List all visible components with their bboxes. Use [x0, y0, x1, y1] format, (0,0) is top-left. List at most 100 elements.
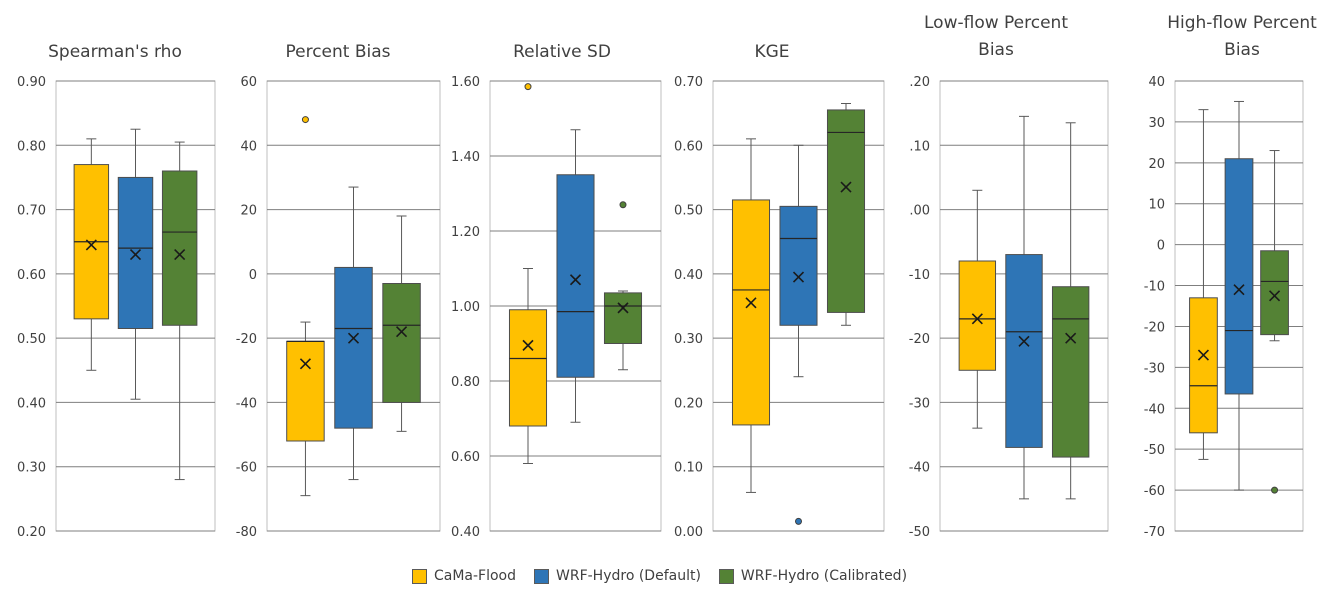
- y-tick-label: 20: [240, 204, 257, 219]
- y-tick-label: 0.40: [674, 268, 703, 283]
- chart-panel-6: High-flow Percent Bias -70 -60 -50 -40 -30 -20 -…: [1144, 13, 1317, 540]
- iqr-box: [1005, 254, 1043, 448]
- box-cama-flood: [73, 138, 110, 371]
- mean-marker: [299, 358, 312, 370]
- iqr-box: [958, 260, 997, 371]
- y-tick-label: -20: [909, 332, 930, 347]
- y-tick-label: -30: [1144, 361, 1165, 376]
- chart-title: High-flow Percent: [1167, 13, 1317, 33]
- legend-item-wrf-hydro-default: WRF-Hydro (Default): [534, 568, 701, 584]
- iqr-box: [731, 199, 771, 426]
- box-cama-flood: [731, 138, 771, 493]
- y-tick-label: 0.30: [17, 461, 46, 476]
- iqr-box: [382, 283, 421, 403]
- box-wrf-hydro-calibrated: [826, 103, 866, 326]
- box-wrf-hydro-default: [556, 129, 595, 423]
- y-tick-label: 0.40: [451, 525, 480, 540]
- y-tick-label: 0: [249, 268, 257, 283]
- mean-marker: [174, 249, 186, 261]
- legend-swatch-wrf-hydro-default: [534, 568, 549, 584]
- y-tick-label: -70: [1144, 525, 1165, 540]
- legend-item-cama-flood: CaMa-Flood: [411, 568, 516, 584]
- mean-marker: [792, 271, 805, 283]
- outlier-point: [619, 201, 627, 209]
- outlier-point: [524, 83, 532, 91]
- iqr-box: [826, 109, 866, 313]
- mean-marker: [347, 332, 360, 344]
- box-wrf-hydro-default: [779, 144, 818, 525]
- y-tick-label: 0.20: [674, 396, 703, 411]
- legend: CaMa-Flood WRF-Hydro (Default) WRF-Hydro…: [0, 568, 1319, 584]
- y-tick-label: -50: [909, 525, 930, 540]
- y-tick-label: -40: [909, 461, 930, 476]
- box-wrf-hydro-default: [117, 128, 154, 400]
- box-wrf-hydro-calibrated: [1051, 122, 1090, 500]
- y-tick-label: 1.00: [451, 300, 480, 315]
- outlier-point: [795, 517, 802, 525]
- legend-label-wrf-hydro-calibrated: WRF-Hydro (Calibrated): [740, 568, 908, 584]
- y-tick-label: -10: [1144, 280, 1165, 295]
- box-cama-flood: [958, 189, 997, 429]
- chart-title: KGE: [754, 42, 789, 62]
- y-tick-label: 40: [1148, 75, 1165, 90]
- y-tick-label: 0.30: [674, 332, 703, 347]
- outlier-point: [301, 116, 309, 124]
- box-wrf-hydro-calibrated: [161, 141, 198, 481]
- y-tick-label: .00: [909, 204, 930, 219]
- y-tick-label: 0.80: [451, 375, 480, 390]
- mean-marker: [1065, 332, 1077, 344]
- chart-panel-5: Low-flow Percent Bias -50 -40 -30 -20 -10 .00 .1…: [909, 13, 1109, 540]
- iqr-box: [334, 266, 373, 429]
- y-tick-label: 10: [1148, 198, 1165, 213]
- iqr-box: [1189, 297, 1218, 434]
- mean-marker: [522, 339, 534, 351]
- y-tick-label: 0: [1157, 239, 1165, 254]
- y-tick-label: -10: [909, 268, 930, 283]
- y-tick-label: .20: [909, 75, 930, 90]
- y-tick-label: 0.20: [17, 525, 46, 540]
- box-wrf-hydro-calibrated: [382, 215, 421, 432]
- y-tick-label: 0.10: [674, 461, 703, 476]
- iqr-box: [779, 205, 818, 326]
- y-tick-label: -40: [1144, 402, 1165, 417]
- box-wrf-hydro-calibrated: [1260, 150, 1289, 494]
- chart-panel-3: Relative SD 0.40 0.60 0.80 1.00 1.20 1.40 1.60: [451, 42, 662, 540]
- y-tick-label: -60: [1144, 484, 1165, 499]
- y-tick-label: 1.40: [451, 150, 480, 165]
- iqr-box: [603, 292, 643, 344]
- chart-panel-1: Spearman's rho 0.20 0.30 0.40 0.50 0.60 0.70 0.…: [17, 42, 216, 540]
- chart-title: Bias: [1224, 40, 1260, 60]
- y-tick-label: 0.50: [674, 204, 703, 219]
- y-tick-label: 30: [1148, 116, 1165, 131]
- y-tick-label: 0.60: [674, 139, 703, 154]
- y-tick-label: 0.70: [17, 204, 46, 219]
- legend-swatch-cama-flood: [411, 568, 427, 584]
- y-tick-label: 0.70: [674, 75, 703, 90]
- box-wrf-hydro-default: [1224, 100, 1254, 491]
- y-tick-label: -40: [236, 396, 257, 411]
- chart-title: Low-flow Percent: [924, 13, 1068, 33]
- y-tick-label: 0.60: [451, 450, 480, 465]
- chart-panel-2: Percent Bias -80 -60 -40 -20 0 20 40 60: [236, 42, 441, 540]
- y-tick-label: -20: [236, 332, 257, 347]
- y-tick-label: 40: [240, 139, 257, 154]
- chart-title: Bias: [978, 40, 1014, 60]
- iqr-box: [1051, 286, 1090, 458]
- y-tick-label: -50: [1144, 443, 1165, 458]
- chart-panel-4: KGE 0.00 0.10 0.20 0.30 0.40 0.50 0.60 0.70: [674, 42, 885, 540]
- mean-marker: [395, 326, 408, 338]
- y-tick-label: -80: [236, 525, 257, 540]
- y-tick-label: 1.20: [451, 225, 480, 240]
- mean-marker: [1268, 290, 1281, 302]
- y-tick-label: 0.50: [17, 332, 46, 347]
- y-tick-label: 60: [240, 75, 257, 90]
- y-tick-label: 1.60: [451, 75, 480, 90]
- mean-marker: [85, 239, 97, 251]
- iqr-box: [508, 309, 548, 427]
- mean-marker: [569, 274, 582, 286]
- y-tick-label: -60: [236, 461, 257, 476]
- box-wrf-hydro-calibrated: [603, 201, 643, 371]
- chart-title: Spearman's rho: [48, 42, 182, 62]
- iqr-box: [117, 176, 154, 329]
